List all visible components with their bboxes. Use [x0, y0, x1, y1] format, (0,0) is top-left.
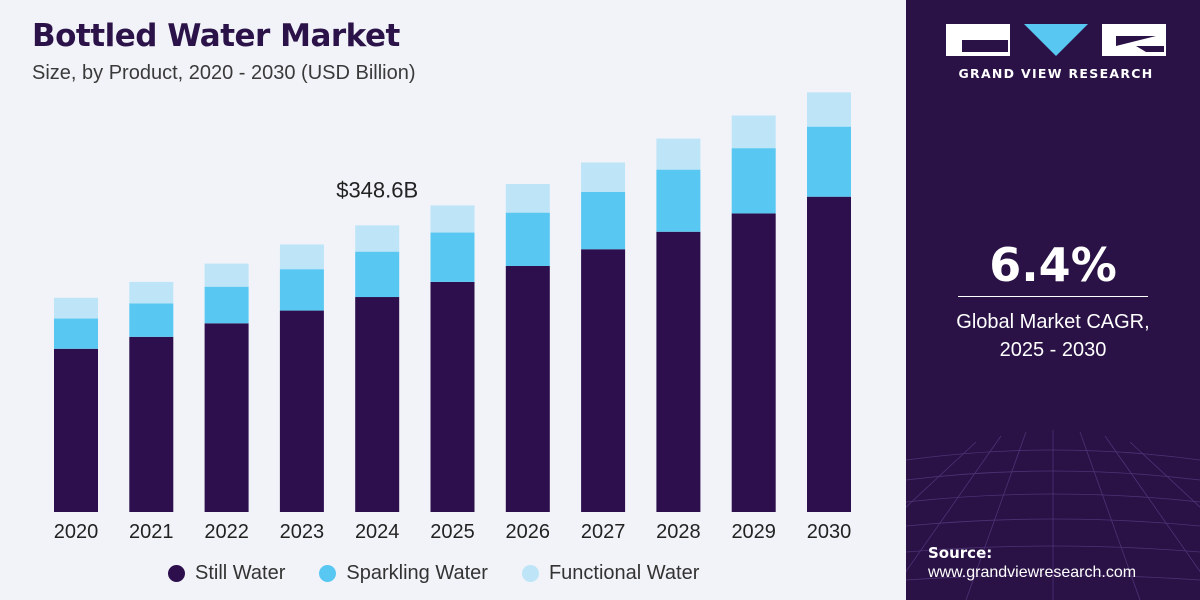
cagr-divider	[958, 296, 1148, 297]
brand-logo-mark	[946, 24, 1166, 56]
legend-label-sparkling-water: Sparkling Water	[346, 562, 488, 584]
chart-subtitle: Size, by Product, 2020 - 2030 (USD Billi…	[32, 62, 416, 84]
bar-sparkling-water-2029	[731, 148, 776, 214]
bar-functional-water-2028	[656, 138, 701, 170]
cagr-label-line2: 2025 - 2030	[999, 339, 1107, 361]
brand-logo: GRAND VIEW RESEARCH	[946, 22, 1166, 81]
bar-still-water-2020	[54, 348, 98, 512]
bar-sparkling-water-2021	[129, 303, 174, 337]
bar-sparkling-water-2025	[430, 232, 475, 282]
x-tick-label-2026: 2026	[506, 521, 551, 543]
x-tick-label-2030: 2030	[807, 521, 852, 543]
x-tick-label-2022: 2022	[204, 521, 249, 543]
cagr-label: Global Market CAGR, 2025 - 2030	[906, 308, 1200, 364]
x-tick-label-2020: 2020	[54, 521, 99, 543]
bar-sparkling-water-2024	[355, 251, 400, 298]
bar-sparkling-water-2027	[581, 191, 626, 250]
data-label-2024: $348.6B	[336, 177, 418, 202]
sidebar-panel: GRAND VIEW RESEARCH 6.4% Global Market C…	[906, 0, 1200, 600]
bar-still-water-2025	[430, 281, 475, 512]
bar-still-water-2027	[581, 249, 626, 513]
legend-swatch-functional-water	[521, 565, 539, 582]
bar-functional-water-2029	[731, 115, 776, 149]
bar-still-water-2022	[204, 323, 249, 512]
bar-chart: 2020 2021 2022 2023 2024 $348.6B 2025 2026 2027 2…	[54, 92, 852, 543]
legend-swatch-sparkling-water	[319, 565, 337, 582]
chart-panel: 2020 2021 2022 2023 2024 $348.6B 2025 2026 2027 2…	[32, 18, 852, 585]
x-tick-label-2029: 2029	[731, 521, 776, 543]
bar-sparkling-water-2020	[54, 318, 98, 349]
cagr-label-line1: Global Market CAGR,	[956, 311, 1150, 333]
bar-sparkling-water-2022	[204, 286, 249, 324]
x-tick-label-2023: 2023	[280, 521, 325, 543]
chart-legend: Still Water Sparkling Water Functional W…	[168, 562, 699, 585]
bar-still-water-2029	[731, 213, 776, 512]
bar-still-water-2028	[656, 231, 701, 512]
cagr-value: 6.4%	[989, 238, 1117, 292]
bar-functional-water-2024	[355, 225, 400, 252]
legend-item-still-water: Still Water	[168, 562, 285, 585]
x-tick-label-2025: 2025	[430, 521, 475, 543]
bar-functional-water-2026	[505, 183, 550, 213]
x-tick-label-2021: 2021	[129, 521, 174, 543]
bar-still-water-2030	[807, 196, 851, 513]
bar-functional-water-2025	[430, 205, 475, 233]
grid-floor-decoration	[906, 430, 1200, 600]
bar-still-water-2021	[129, 336, 174, 512]
bar-functional-water-2021	[129, 281, 174, 304]
bar-sparkling-water-2030	[807, 126, 851, 197]
bar-sparkling-water-2023	[279, 269, 324, 311]
legend-label-still-water: Still Water	[195, 562, 286, 584]
legend-item-functional-water: Functional Water	[521, 562, 700, 585]
bar-functional-water-2030	[807, 92, 851, 127]
bar-functional-water-2020	[54, 297, 98, 319]
x-tick-label-2024: 2024	[355, 521, 400, 543]
bar-sparkling-water-2028	[656, 169, 701, 232]
legend-swatch-still-water	[168, 565, 185, 582]
source-link[interactable]: www.grandviewresearch.com	[928, 564, 1137, 581]
bar-still-water-2024	[355, 297, 400, 512]
source-block: Source: www.grandviewresearch.com	[928, 544, 1136, 582]
brand-name: GRAND VIEW RESEARCH	[958, 66, 1154, 81]
bar-functional-water-2027	[581, 162, 626, 192]
bar-still-water-2026	[505, 265, 550, 512]
legend-item-sparkling-water: Sparkling Water	[319, 562, 488, 585]
bar-sparkling-water-2026	[505, 212, 550, 266]
chart-title: Bottled Water Market	[32, 18, 400, 54]
source-label: Source:	[928, 544, 993, 562]
legend-label-functional-water: Functional Water	[548, 562, 700, 584]
bar-functional-water-2022	[204, 263, 249, 287]
x-tick-label-2028: 2028	[656, 521, 701, 543]
x-tick-label-2027: 2027	[581, 521, 626, 543]
bar-functional-water-2023	[279, 244, 324, 270]
bar-still-water-2023	[279, 310, 324, 512]
